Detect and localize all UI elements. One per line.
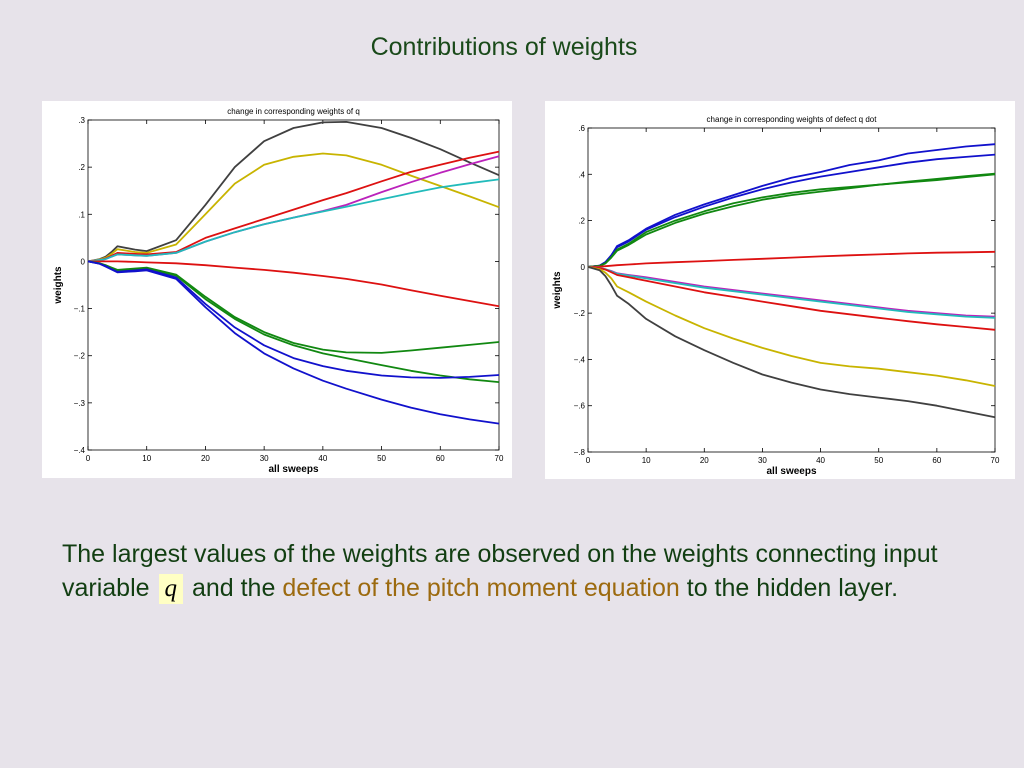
body-text: The largest values of the weights are ob… — [62, 537, 1012, 605]
chart1-xtick-label: 30 — [260, 454, 269, 463]
chart2-ytick-label: −.2 — [574, 309, 586, 318]
chart1-ytick-label: .2 — [78, 163, 85, 172]
chart1-ytick-label: −.4 — [74, 446, 86, 455]
chart1-xtick-label: 20 — [201, 454, 210, 463]
chart1-ytick-label: .1 — [78, 210, 85, 219]
chart-right-svg: 0 10 20 30 40 50 60 70 −.8 −.6 −.4 −.2 0 .2 .4 .6 change… — [552, 115, 1000, 477]
chart2-plot-frame — [587, 127, 996, 453]
chart2-series-line-5 — [587, 250, 996, 268]
chart1-series-line-3 — [87, 150, 500, 263]
chart2-xtick-label: 30 — [758, 456, 767, 465]
chart1-xlabel: all sweeps — [268, 464, 318, 475]
chart2-series-line-2 — [587, 153, 996, 268]
chart2-xtick-label: 60 — [932, 456, 941, 465]
chart2-series-line-10 — [587, 266, 996, 419]
body-text-part3: to the hidden layer. — [679, 574, 899, 602]
chart1-ytick-label: .3 — [78, 116, 85, 125]
chart1-xtick-label: 40 — [318, 454, 327, 463]
chart1-xtick-label: 10 — [142, 454, 151, 463]
chart2-ytick-label: .4 — [578, 170, 585, 179]
highlighted-phrase: defect of the pitch moment equation — [282, 574, 680, 602]
chart2-xtick-label: 20 — [700, 456, 709, 465]
chart2-series-line-9 — [587, 266, 996, 387]
chart2-series-line-8 — [587, 266, 996, 331]
body-text-part1: The largest values of the weights are ob… — [62, 540, 938, 602]
body-text-part2: and the — [185, 574, 283, 602]
chart1-series-line-6 — [88, 260, 500, 308]
chart1-series-line-7 — [87, 260, 500, 354]
chart1-series-line-1 — [87, 120, 500, 263]
chart1-series-line-10 — [87, 260, 500, 425]
chart1-ytick-label: −.3 — [74, 399, 86, 408]
chart2-ytick-label: −.4 — [574, 355, 586, 364]
chart1-xtick-label: 0 — [86, 454, 91, 463]
chart-left: 0 10 20 30 40 50 60 70 −.4 −.3 −.2 −.1 0 .1 .2 .3 change… — [42, 101, 512, 478]
chart1-series-line-2 — [87, 152, 500, 263]
chart-left-svg: 0 10 20 30 40 50 60 70 −.4 −.3 −.2 −.1 0 .1 .2 .3 change… — [53, 107, 504, 475]
chart2-series-line-1 — [587, 143, 996, 268]
chart1-xtick-label: 70 — [495, 454, 504, 463]
chart2-series-line-6 — [587, 266, 996, 318]
chart2-ytick-label: −.6 — [574, 402, 586, 411]
chart2-xlabel: all sweeps — [766, 466, 816, 477]
chart-right: 0 10 20 30 40 50 60 70 −.8 −.6 −.4 −.2 0 .2 .4 .6 change… — [545, 101, 1015, 479]
slide-title: Contributions of weights — [370, 33, 638, 61]
chart1-plot-frame — [87, 119, 500, 451]
chart2-xtick-label: 70 — [991, 456, 1000, 465]
chart2-ytick-label: 0 — [581, 263, 586, 272]
chart1-ytick-label: −.2 — [74, 352, 86, 361]
q-symbol: q — [158, 574, 183, 604]
chart1-ylabel: weights — [53, 266, 64, 305]
chart2-xtick-label: 40 — [816, 456, 825, 465]
chart2-xtick-label: 50 — [874, 456, 883, 465]
chart2-series-line-4 — [587, 172, 996, 268]
chart1-series-line-9 — [87, 260, 500, 379]
chart2-ytick-label: −.8 — [574, 448, 586, 457]
chart2-series-line-7 — [587, 266, 996, 319]
chart2-xtick-label: 10 — [642, 456, 651, 465]
chart1-xtick-label: 60 — [436, 454, 445, 463]
chart2-ytick-label: .2 — [578, 217, 585, 226]
chart1-ytick-label: −.1 — [74, 305, 86, 314]
chart2-title: change in corresponding weights of defec… — [707, 115, 878, 124]
chart1-series-line-5 — [87, 178, 500, 263]
chart2-ytick-label: .6 — [578, 124, 585, 133]
chart1-title: change in corresponding weights of q — [227, 107, 360, 116]
chart2-xtick-label: 0 — [586, 456, 591, 465]
chart1-series-line-8 — [87, 260, 500, 383]
chart1-ytick-label: 0 — [81, 257, 86, 266]
chart2-ylabel: weights — [552, 271, 563, 310]
chart1-xtick-label: 50 — [377, 454, 386, 463]
